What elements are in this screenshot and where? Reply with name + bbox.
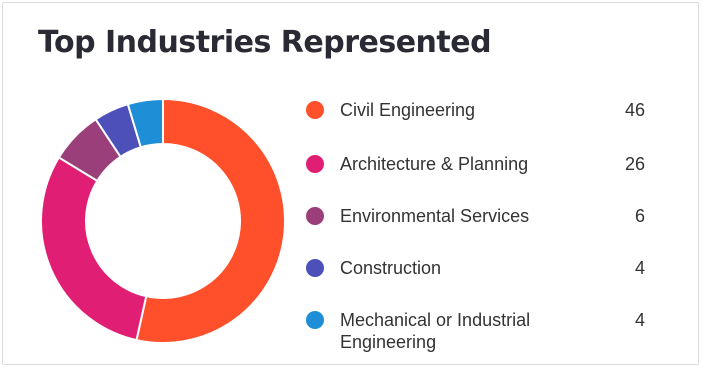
legend-item-construction[interactable]: Construction 4 <box>306 257 666 279</box>
legend-swatch-icon <box>306 311 324 329</box>
legend-label: Construction <box>340 258 442 278</box>
donut-slice-mechanical-or-industrial-engineering[interactable] <box>126 97 164 149</box>
card-title: Top Industries Represented <box>38 25 492 60</box>
industries-card: Top Industries Represented Civil Enginee… <box>2 2 699 365</box>
legend-item-architecture-planning[interactable]: Architecture & Planning 26 <box>306 153 666 175</box>
legend-label: Mechanical or Industrial Engineering <box>340 310 531 352</box>
legend-swatch-icon <box>306 101 324 119</box>
legend-label: Environmental Services <box>340 206 530 226</box>
legend-value: 4 <box>634 310 645 330</box>
legend-swatch-icon <box>306 155 324 173</box>
legend-value: 4 <box>634 258 645 278</box>
donut-chart <box>40 97 287 344</box>
legend-item-civil-engineering[interactable]: Civil Engineering 46 <box>306 99 666 121</box>
donut-slice-architecture-planning[interactable] <box>40 156 148 342</box>
legend-value: 26 <box>624 154 645 174</box>
donut-slice-civil-engineering[interactable] <box>135 97 287 344</box>
legend-label: Civil Engineering <box>340 100 476 120</box>
donut-slices <box>40 97 287 344</box>
legend-swatch-icon <box>306 259 324 277</box>
legend-item-mechanical-or-industrial-engineering[interactable]: Mechanical or Industrial Engineering 4 <box>306 309 666 353</box>
legend-swatch-icon <box>306 207 324 225</box>
legend-value: 46 <box>624 100 645 120</box>
legend-value: 6 <box>634 206 645 226</box>
legend-label: Architecture & Planning <box>340 154 529 174</box>
legend-item-environmental-services[interactable]: Environmental Services 6 <box>306 205 666 227</box>
